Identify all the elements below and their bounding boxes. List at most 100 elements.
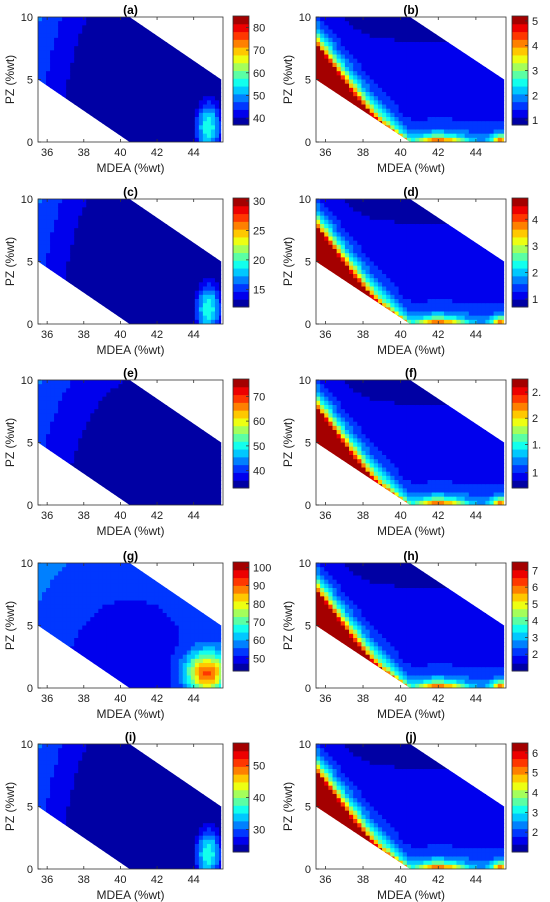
colorbar: 2. 2 1. 1	[511, 378, 541, 489]
colorbar-tick-label: 40	[253, 113, 265, 125]
x-tick-label: 42	[151, 693, 163, 705]
y-tick-label: 5	[27, 438, 33, 450]
y-tick-label: 10	[21, 375, 33, 387]
colorbar-tick-label: 4	[532, 41, 538, 53]
colorbar-tick-label: 2	[532, 267, 538, 279]
y-tick-label: 0	[305, 137, 311, 149]
y-tick-label: 10	[21, 194, 33, 206]
x-tick-label: 42	[432, 329, 444, 341]
colorbar-tick-label: 3	[532, 66, 538, 78]
contour-fill	[38, 199, 222, 324]
x-tick-label: 44	[188, 510, 200, 522]
x-tick-label: 44	[188, 874, 200, 886]
y-tick-label: 0	[27, 137, 33, 149]
contour-fill	[38, 380, 222, 505]
colorbar-tick-label: 30	[253, 825, 265, 837]
colorbar-tick-label: 4	[532, 214, 538, 226]
x-axis-label: MDEA (%wt)	[377, 161, 445, 175]
colorbar: 2 3 4 5 6 7	[511, 561, 538, 672]
y-axis-label: PZ (%wt)	[3, 55, 17, 104]
x-tick-label: 36	[41, 510, 53, 522]
x-tick-label: 44	[188, 329, 200, 341]
colorbar: 50 60 70 80 90 100	[232, 561, 271, 672]
x-tick-label: 36	[319, 329, 331, 341]
x-axis-label: MDEA (%wt)	[96, 161, 164, 175]
y-axis-label: PZ (%wt)	[281, 782, 295, 831]
y-tick-label: 5	[305, 621, 311, 633]
contour-fill	[316, 17, 505, 142]
x-tick-label: 38	[357, 147, 369, 159]
colorbar: 40 50 60 70 80	[232, 15, 265, 126]
x-tick-label: 36	[319, 874, 331, 886]
x-tick-label: 40	[114, 874, 126, 886]
y-tick-label: 10	[21, 558, 33, 570]
y-tick-label: 10	[299, 375, 311, 387]
colorbar-tick-label: 4	[532, 616, 538, 628]
y-axis-label: PZ (%wt)	[281, 55, 295, 104]
contour-fill	[38, 563, 222, 688]
y-tick-label: 5	[27, 257, 33, 269]
x-tick-label: 44	[470, 693, 482, 705]
x-axis-label: MDEA (%wt)	[96, 888, 164, 902]
colorbar-tick-label: 1.	[532, 439, 541, 451]
colorbar-tick-label: 2	[532, 649, 538, 661]
panel-title: (d)	[403, 185, 418, 199]
colorbar-tick-label: 2	[532, 90, 538, 102]
colorbar-tick-label: 15	[253, 284, 265, 296]
y-axis-label: PZ (%wt)	[3, 237, 17, 286]
y-axis-label: PZ (%wt)	[281, 601, 295, 650]
colorbar-tick-label: 50	[253, 653, 265, 665]
panel-title: (g)	[123, 549, 138, 563]
colorbar-tick-label: 80	[253, 599, 265, 611]
panel-title: (b)	[403, 3, 418, 17]
panel-title: (j)	[405, 730, 416, 744]
y-axis-label: PZ (%wt)	[281, 418, 295, 467]
panel-title: (a)	[123, 3, 138, 17]
x-axis-label: MDEA (%wt)	[377, 888, 445, 902]
panel-title: (f)	[405, 366, 417, 380]
colorbar-tick-label: 40	[253, 466, 265, 478]
panel-title: (h)	[403, 549, 418, 563]
y-tick-label: 5	[27, 802, 33, 814]
x-tick-label: 36	[41, 874, 53, 886]
colorbar-tick-label: 1	[532, 294, 538, 306]
contour-fill	[38, 17, 222, 142]
y-tick-label: 10	[299, 558, 311, 570]
y-tick-label: 0	[305, 500, 311, 512]
x-tick-label: 44	[470, 510, 482, 522]
x-tick-label: 40	[114, 693, 126, 705]
colorbar: 1 2 3 4	[511, 197, 538, 308]
colorbar-tick-label: 50	[253, 760, 265, 772]
x-tick-label: 44	[188, 693, 200, 705]
colorbar-tick-label: 70	[253, 617, 265, 629]
colorbar-tick-label: 3	[532, 241, 538, 253]
colorbar-tick-label: 40	[253, 793, 265, 805]
x-tick-label: 40	[395, 329, 407, 341]
x-tick-label: 44	[470, 874, 482, 886]
colorbar-tick-label: 20	[253, 255, 265, 267]
colorbar-tick-label: 5	[532, 768, 538, 780]
x-tick-label: 38	[78, 510, 90, 522]
colorbar-tick-label: 2.	[532, 387, 541, 399]
x-tick-label: 38	[78, 693, 90, 705]
contour-fill	[316, 199, 505, 324]
colorbar-tick-label: 60	[253, 635, 265, 647]
x-axis-label: MDEA (%wt)	[377, 343, 445, 357]
x-tick-label: 42	[151, 874, 163, 886]
colorbar-tick-label: 70	[253, 391, 265, 403]
x-tick-label: 42	[432, 510, 444, 522]
panel-title: (i)	[125, 730, 136, 744]
colorbar-tick-label: 7	[532, 565, 538, 577]
colorbar-tick-label: 25	[253, 225, 265, 237]
colorbar-tick-label: 50	[253, 90, 265, 102]
contour-fill	[316, 563, 505, 688]
x-tick-label: 36	[319, 693, 331, 705]
x-axis-label: MDEA (%wt)	[377, 707, 445, 721]
y-tick-label: 0	[27, 319, 33, 331]
panel-h: (h) 36 38 40 42 44 0 5 10 MDEA (%wt) PZ (%wt) 2 3 4 5 6…	[281, 549, 538, 721]
colorbar-tick-label: 6	[532, 748, 538, 760]
y-tick-label: 10	[21, 739, 33, 751]
y-tick-label: 5	[27, 621, 33, 633]
y-tick-label: 5	[305, 802, 311, 814]
x-tick-label: 44	[188, 147, 200, 159]
